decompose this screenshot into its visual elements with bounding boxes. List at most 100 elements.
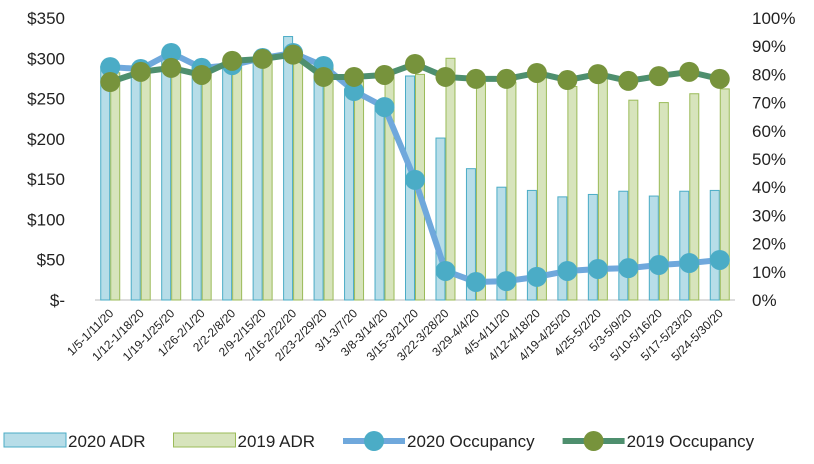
marker (465, 68, 486, 89)
marker (130, 61, 151, 82)
marker (679, 61, 700, 82)
bar (648, 195, 659, 301)
marker (526, 266, 547, 287)
bar (191, 65, 202, 301)
legend-swatch (583, 431, 604, 451)
bar (506, 81, 517, 301)
marker (709, 249, 730, 270)
bar (354, 80, 365, 301)
y-tick-label: $150 (27, 170, 65, 189)
marker (435, 66, 456, 87)
bar (689, 93, 700, 301)
y2-tick-label: 0% (752, 291, 777, 310)
marker (161, 42, 182, 63)
marker (648, 66, 669, 87)
marker (618, 258, 639, 279)
marker (405, 169, 425, 190)
marker (161, 57, 182, 78)
bar (496, 186, 507, 301)
marker (191, 64, 212, 85)
marker (374, 64, 395, 85)
marker (557, 70, 578, 91)
marker (648, 255, 669, 276)
y2-tick-label: 70% (752, 94, 786, 113)
bar (262, 60, 273, 301)
marker (618, 70, 639, 91)
y-tick-label: $50 (37, 251, 65, 270)
bar (618, 190, 629, 301)
marker (557, 260, 578, 281)
marker (587, 64, 608, 85)
bar (719, 88, 730, 301)
marker (405, 53, 425, 74)
bar (628, 99, 639, 301)
bar (323, 67, 334, 301)
marker (344, 66, 365, 87)
marker (587, 258, 608, 279)
bar (171, 65, 182, 301)
bar (252, 57, 263, 301)
bar (222, 64, 233, 301)
bar (232, 65, 243, 301)
bar (374, 102, 385, 301)
y2-tick-label: 10% (752, 263, 786, 282)
marker (496, 68, 517, 89)
bar (140, 69, 151, 301)
bar (526, 189, 537, 301)
bar (536, 72, 547, 301)
y2-tick-label: 30% (752, 206, 786, 225)
bar (658, 102, 669, 301)
marker (465, 271, 486, 292)
bar (313, 65, 324, 301)
marker (496, 271, 517, 292)
marker (100, 57, 121, 78)
marker (283, 44, 304, 65)
marker (679, 253, 700, 274)
y2-tick-label: 60% (752, 122, 786, 141)
bar (283, 36, 294, 301)
y2-tick-label: 40% (752, 178, 786, 197)
marker (374, 97, 395, 118)
legend-swatch (3, 432, 67, 448)
bar (293, 53, 304, 301)
y2-tick-label: 90% (752, 37, 786, 56)
y2-tick-label: 100% (752, 9, 795, 28)
bar (435, 137, 446, 301)
marker (344, 81, 365, 102)
y2-tick-label: 80% (752, 65, 786, 84)
legend-label: 2020 Occupancy (407, 432, 535, 451)
y2-tick-label: 20% (752, 235, 786, 254)
bar (344, 88, 355, 301)
marker (222, 50, 243, 71)
bar (201, 71, 212, 301)
bar (587, 193, 598, 301)
y-tick-label: $350 (27, 9, 65, 28)
y-tick-label: $250 (27, 90, 65, 109)
bar (475, 81, 486, 301)
marker (100, 72, 121, 93)
legend-label: 2020 ADR (68, 432, 146, 451)
bar (110, 72, 121, 301)
bar (465, 168, 476, 301)
marker (252, 48, 273, 69)
y-tick-label: $200 (27, 130, 65, 149)
legend-label: 2019 Occupancy (627, 432, 755, 451)
marker (435, 260, 456, 281)
bar (557, 196, 568, 301)
bar (709, 189, 720, 301)
bar (130, 67, 141, 301)
bar (100, 65, 111, 301)
marker (709, 68, 730, 89)
bar (161, 53, 172, 301)
bar (445, 57, 456, 301)
marker (526, 62, 547, 83)
y2-tick-label: 50% (752, 150, 786, 169)
legend-swatch (173, 432, 236, 448)
bar (679, 190, 690, 301)
marker (313, 66, 334, 87)
y-tick-label: $100 (27, 210, 65, 229)
y-tick-label: $- (50, 291, 65, 310)
legend-swatch (364, 431, 384, 451)
